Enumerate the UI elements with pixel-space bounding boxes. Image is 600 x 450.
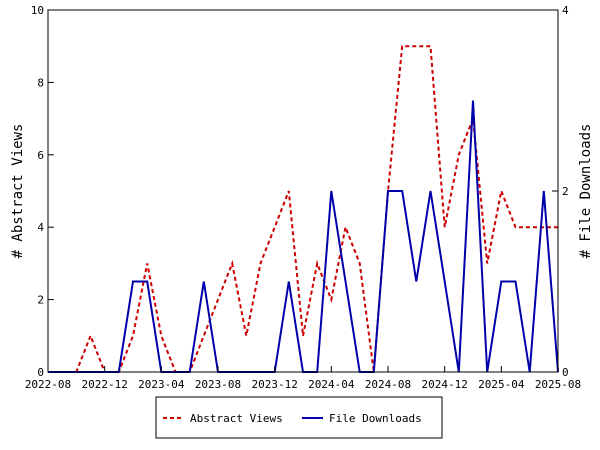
y-tick-label: 8 — [37, 76, 44, 89]
x-tick-label: 2022-12 — [81, 378, 127, 391]
x-tick-label: 2023-04 — [138, 378, 185, 391]
legend-label-file-downloads: File Downloads — [329, 412, 422, 425]
plot-frame — [47, 9, 559, 373]
x-tick-label: 2025-08 — [535, 378, 581, 391]
series-layer — [48, 45, 559, 373]
legend-label-abstract-views: Abstract Views — [190, 412, 283, 425]
y-tick-label: 2 — [37, 294, 44, 307]
x-tick-label: 2024-12 — [421, 378, 467, 391]
x-tick-label: 2023-08 — [195, 378, 241, 391]
y2-axis-title: # File Downloads — [578, 124, 594, 259]
ticks-layer: 0 2 4 6 8 10 0 2 4 2022-08 2022-12 2023-04 2023-08 20… — [25, 4, 581, 391]
x-tick-label: 2025-04 — [478, 378, 525, 391]
y-tick-label: 10 — [31, 4, 44, 17]
x-tick-label: 2024-04 — [308, 378, 355, 391]
y-tick-label: 4 — [37, 221, 44, 234]
y-tick-label: 0 — [37, 366, 44, 379]
x-tick-label: 2023-12 — [251, 378, 297, 391]
y2-tick-label: 0 — [562, 366, 569, 379]
series-line-abstract-views — [48, 45, 558, 373]
legend-box — [155, 396, 443, 439]
x-tick-label: 2022-08 — [25, 378, 71, 391]
y2-tick-label: 4 — [562, 4, 569, 17]
y2-tick-label: 2 — [562, 185, 569, 198]
y-tick-label: 6 — [37, 149, 44, 162]
y-axis-title: # Abstract Views — [10, 124, 26, 259]
x-tick-label: 2024-08 — [365, 378, 411, 391]
legend: Abstract Views File Downloads — [155, 396, 443, 439]
